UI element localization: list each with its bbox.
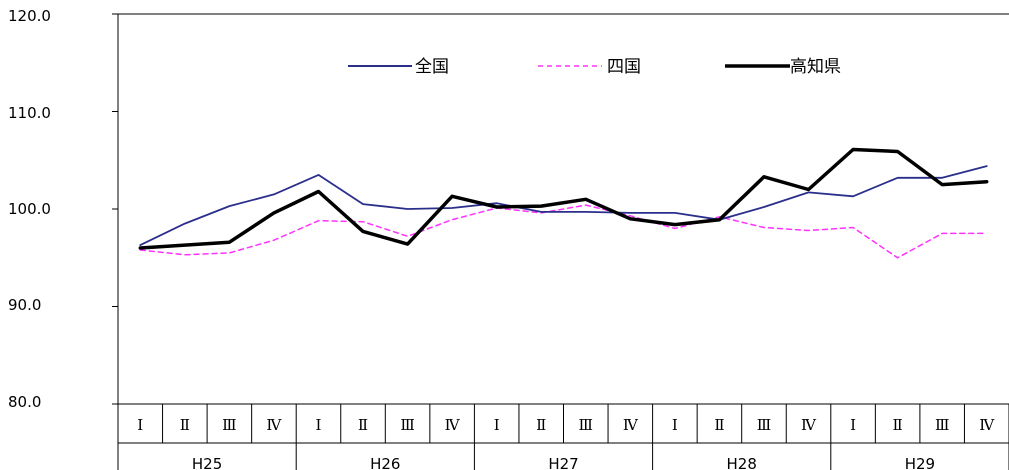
x-axis: Ⅰ Ⅱ Ⅲ Ⅳ Ⅰ Ⅱ Ⅲ Ⅳ Ⅰ Ⅱ Ⅲ Ⅳ Ⅰ Ⅱ Ⅲ Ⅳ Ⅰ Ⅱ Ⅲ Ⅳ H25 H26 H27 H28 H29 <box>117 404 1009 470</box>
legend-label-shikoku: 四国 <box>607 57 641 77</box>
x-tick-label-quarter: Ⅱ <box>180 416 190 434</box>
x-tick-label-quarter: Ⅳ <box>445 416 461 434</box>
x-tick-label-quarter: Ⅱ <box>536 416 546 434</box>
legend-label-kochi: 高知県 <box>790 57 841 77</box>
x-tick-label-quarter: Ⅲ <box>400 416 414 434</box>
x-tick-label-quarter: Ⅱ <box>358 416 368 434</box>
x-tick-label-year: H26 <box>370 455 400 470</box>
x-tick-label-quarter: Ⅰ <box>316 416 322 434</box>
series-line-1 <box>139 204 988 259</box>
series-line-0 <box>139 165 988 247</box>
x-tick-label-quarter: Ⅲ <box>757 416 771 434</box>
y-tick-label-100: 100.0 <box>8 200 51 218</box>
series-layer <box>138 147 989 259</box>
x-tick-label-quarter: Ⅳ <box>979 416 995 434</box>
x-tick-label-quarter: Ⅳ <box>623 416 639 434</box>
legend: 全国 四国 高知県 <box>348 57 841 77</box>
x-tick-label-year: H25 <box>192 455 222 470</box>
x-tick-label-quarter: Ⅱ <box>714 416 724 434</box>
x-tick-label-year: H28 <box>727 455 757 470</box>
y-tick-label-80: 80.0 <box>8 393 41 411</box>
x-tick-label-quarter: Ⅳ <box>801 416 817 434</box>
x-tick-label-quarter: Ⅲ <box>222 416 236 434</box>
x-tick-label-quarter: Ⅰ <box>672 416 678 434</box>
x-tick-label-quarter: Ⅰ <box>137 416 143 434</box>
x-tick-label-quarter: Ⅲ <box>935 416 949 434</box>
y-axis: 120.0 110.0 100.0 90.0 80.0 <box>8 7 118 411</box>
x-tick-label-quarter: Ⅲ <box>579 416 593 434</box>
legend-label-zenkoku: 全国 <box>415 57 449 77</box>
series-line-2 <box>138 147 989 250</box>
x-tick-label-year: H27 <box>548 455 578 470</box>
y-tick-label-120: 120.0 <box>8 7 51 25</box>
x-tick-label-quarter: Ⅱ <box>893 416 903 434</box>
x-tick-label-year: H29 <box>905 455 935 470</box>
y-tick-label-90: 90.0 <box>8 296 41 314</box>
x-tick-label-quarter: Ⅰ <box>494 416 500 434</box>
y-tick-label-110: 110.0 <box>8 104 51 122</box>
x-tick-label-quarter: Ⅳ <box>266 416 282 434</box>
x-tick-label-quarter: Ⅰ <box>850 416 856 434</box>
